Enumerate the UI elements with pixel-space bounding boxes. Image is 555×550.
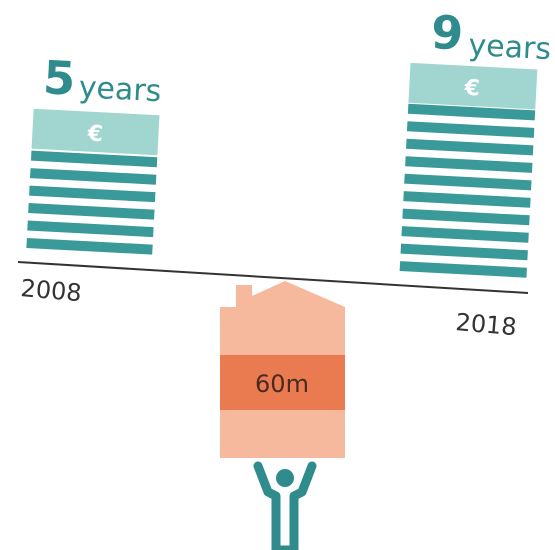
right-unit: years xyxy=(468,28,552,67)
stripe xyxy=(407,121,534,138)
right-group: 9 years € xyxy=(400,4,553,278)
stripe xyxy=(26,238,152,255)
left-year: 2008 xyxy=(19,274,82,307)
stripe xyxy=(402,209,529,226)
left-group: 5 years € xyxy=(26,50,163,255)
stripe xyxy=(28,203,154,220)
stripe xyxy=(30,168,156,185)
person xyxy=(258,466,312,550)
stripe xyxy=(29,186,155,203)
infographic: 5 years € 2008 9 years € 2018 60m xyxy=(0,0,555,550)
left-number: 5 xyxy=(42,50,77,106)
stripe xyxy=(400,261,527,278)
stripe xyxy=(404,174,531,191)
left-stripes xyxy=(26,151,157,255)
right-year: 2018 xyxy=(454,308,517,341)
stripe xyxy=(406,139,533,156)
left-unit: years xyxy=(78,70,162,109)
right-currency: € xyxy=(463,76,481,102)
stripe xyxy=(27,221,153,238)
left-currency: € xyxy=(86,122,104,148)
stripe xyxy=(401,244,528,261)
stripe xyxy=(405,156,532,173)
stripe xyxy=(403,191,530,208)
right-number: 9 xyxy=(430,5,465,61)
house-label: 60m xyxy=(255,370,309,398)
stripe xyxy=(401,226,528,243)
right-stripes xyxy=(400,104,536,278)
